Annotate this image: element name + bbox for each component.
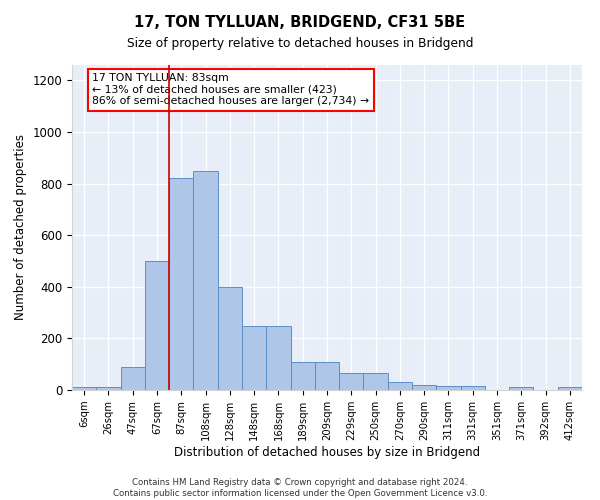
- Bar: [145, 261, 169, 390]
- Bar: [218, 287, 242, 390]
- Bar: [315, 362, 339, 390]
- Text: Contains HM Land Registry data © Crown copyright and database right 2024.
Contai: Contains HM Land Registry data © Crown c…: [113, 478, 487, 498]
- Bar: [461, 386, 485, 390]
- Y-axis label: Number of detached properties: Number of detached properties: [14, 134, 27, 320]
- Bar: [266, 326, 290, 390]
- Bar: [72, 388, 96, 390]
- Text: 17 TON TYLLUAN: 83sqm
← 13% of detached houses are smaller (423)
86% of semi-det: 17 TON TYLLUAN: 83sqm ← 13% of detached …: [92, 73, 370, 106]
- Bar: [412, 385, 436, 390]
- Bar: [436, 386, 461, 390]
- Text: Size of property relative to detached houses in Bridgend: Size of property relative to detached ho…: [127, 38, 473, 51]
- Bar: [558, 388, 582, 390]
- Bar: [364, 373, 388, 390]
- X-axis label: Distribution of detached houses by size in Bridgend: Distribution of detached houses by size …: [174, 446, 480, 458]
- Bar: [339, 373, 364, 390]
- Bar: [388, 382, 412, 390]
- Bar: [96, 388, 121, 390]
- Bar: [121, 367, 145, 390]
- Bar: [290, 362, 315, 390]
- Bar: [242, 326, 266, 390]
- Bar: [509, 388, 533, 390]
- Bar: [193, 171, 218, 390]
- Text: 17, TON TYLLUAN, BRIDGEND, CF31 5BE: 17, TON TYLLUAN, BRIDGEND, CF31 5BE: [134, 15, 466, 30]
- Bar: [169, 178, 193, 390]
